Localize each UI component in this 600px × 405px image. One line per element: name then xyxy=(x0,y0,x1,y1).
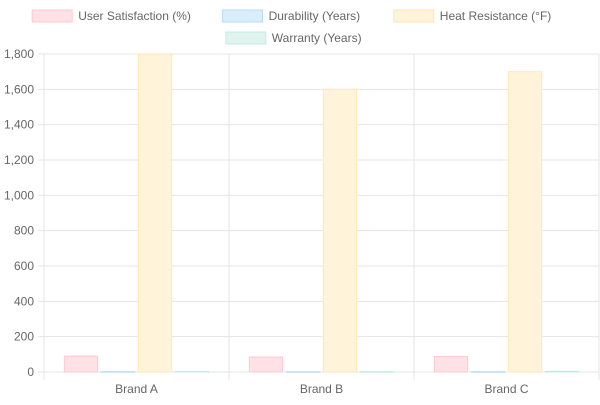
bar-series-0-brand-a[interactable] xyxy=(63,355,99,373)
x-tick-label: Brand C xyxy=(484,382,528,396)
y-tick-label: 200 xyxy=(14,330,34,344)
y-tick-label: 1,400 xyxy=(4,118,34,132)
y-tick-label: 400 xyxy=(14,294,34,308)
bar-series-0-brand-b[interactable] xyxy=(248,356,284,373)
legend-label[interactable]: Durability (Years) xyxy=(269,9,361,23)
legend-swatch[interactable] xyxy=(222,9,264,23)
bar-series-3-brand-b[interactable] xyxy=(359,371,395,373)
x-tick-label: Brand B xyxy=(300,382,343,396)
y-tick-label: 0 xyxy=(27,365,34,379)
bar-series-2-brand-b[interactable] xyxy=(322,88,358,373)
bar-series-3-brand-c[interactable] xyxy=(544,370,580,373)
bar-series-3-brand-a[interactable] xyxy=(174,370,210,373)
y-tick-label: 1,800 xyxy=(4,47,34,61)
bar-series-1-brand-b[interactable] xyxy=(285,371,321,373)
bar-series-1-brand-a[interactable] xyxy=(100,371,136,373)
legend-swatch[interactable] xyxy=(225,31,267,45)
bar-series-2-brand-c[interactable] xyxy=(507,71,543,373)
legend-label[interactable]: Warranty (Years) xyxy=(272,31,362,45)
y-tick-label: 800 xyxy=(14,224,34,238)
legend-label[interactable]: User Satisfaction (%) xyxy=(78,9,191,23)
bar-series-0-brand-c[interactable] xyxy=(433,355,469,373)
bar-series-1-brand-c[interactable] xyxy=(470,371,506,373)
legend-swatch[interactable] xyxy=(31,9,73,23)
y-tick-label: 1,000 xyxy=(4,188,34,202)
bar-series-2-brand-a[interactable] xyxy=(137,53,173,373)
x-tick-label: Brand A xyxy=(115,382,158,396)
y-tick-label: 600 xyxy=(14,259,34,273)
y-tick-label: 1,600 xyxy=(4,82,34,96)
y-tick-label: 1,200 xyxy=(4,153,34,167)
legend-label[interactable]: Heat Resistance (°F) xyxy=(440,9,552,23)
legend-swatch[interactable] xyxy=(393,9,435,23)
